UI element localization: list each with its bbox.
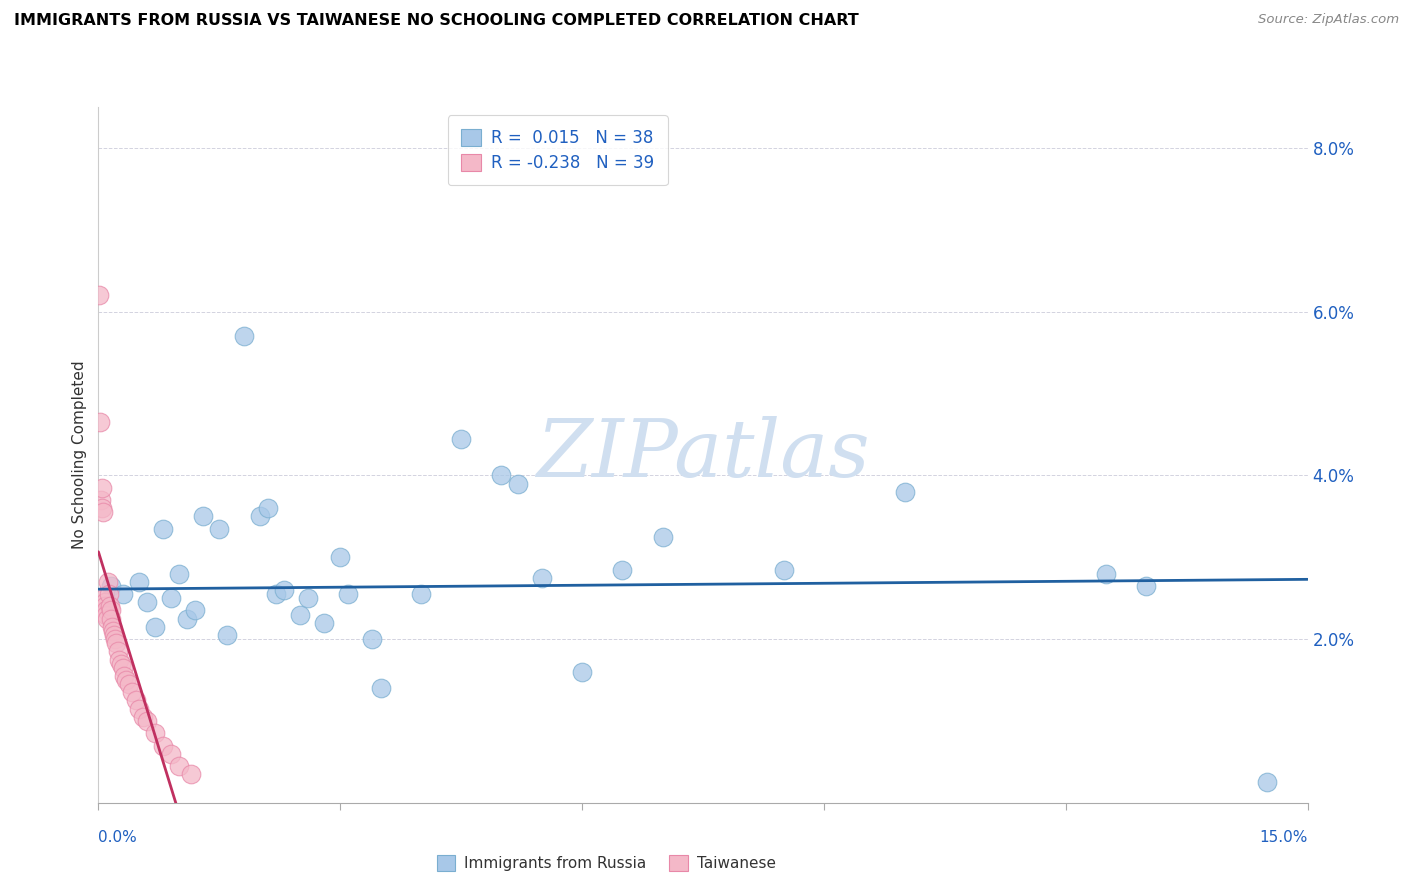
Point — [1256, 775, 1278, 789]
Point — [772, 562, 794, 576]
Point — [114, 673, 136, 687]
Point — [612, 562, 634, 576]
Point — [530, 571, 553, 585]
Point — [249, 509, 271, 524]
Point — [288, 607, 311, 622]
Y-axis label: No Schooling Completed: No Schooling Completed — [72, 360, 87, 549]
Point — [91, 501, 114, 516]
Point — [160, 591, 183, 606]
Point — [108, 652, 131, 666]
Point — [361, 632, 384, 646]
Point — [135, 595, 157, 609]
Point — [506, 476, 529, 491]
Point — [370, 681, 392, 696]
Point — [101, 624, 124, 638]
Point — [329, 550, 352, 565]
Point — [264, 587, 287, 601]
Point — [94, 595, 117, 609]
Point — [132, 710, 155, 724]
Point — [100, 579, 122, 593]
Legend: Immigrants from Russia, Taiwanese: Immigrants from Russia, Taiwanese — [429, 847, 783, 879]
Point — [232, 329, 254, 343]
Point — [93, 591, 115, 606]
Point — [96, 607, 118, 622]
Point — [1095, 566, 1118, 581]
Point — [89, 288, 111, 302]
Point — [97, 574, 120, 589]
Point — [89, 415, 111, 429]
Point — [314, 615, 336, 630]
Text: Source: ZipAtlas.com: Source: ZipAtlas.com — [1258, 13, 1399, 27]
Point — [1135, 579, 1157, 593]
Point — [98, 599, 121, 614]
Point — [111, 587, 134, 601]
Point — [101, 620, 124, 634]
Point — [176, 612, 198, 626]
Point — [160, 747, 183, 761]
Point — [94, 599, 117, 614]
Point — [297, 591, 319, 606]
Point — [167, 566, 190, 581]
Point — [217, 628, 239, 642]
Point — [135, 714, 157, 728]
Point — [124, 693, 146, 707]
Point — [121, 685, 143, 699]
Point — [90, 481, 112, 495]
Text: 0.0%: 0.0% — [98, 830, 138, 845]
Text: ZIPatlas: ZIPatlas — [536, 417, 870, 493]
Point — [893, 484, 915, 499]
Point — [571, 665, 593, 679]
Point — [105, 636, 128, 650]
Point — [128, 701, 150, 715]
Text: IMMIGRANTS FROM RUSSIA VS TAIWANESE NO SCHOOLING COMPLETED CORRELATION CHART: IMMIGRANTS FROM RUSSIA VS TAIWANESE NO S… — [14, 13, 859, 29]
Point — [152, 739, 174, 753]
Point — [152, 522, 174, 536]
Point — [208, 522, 231, 536]
Point — [111, 661, 134, 675]
Point — [651, 530, 673, 544]
Point — [100, 612, 122, 626]
Point — [100, 603, 122, 617]
Point — [94, 603, 117, 617]
Point — [103, 628, 125, 642]
Point — [112, 669, 135, 683]
Point — [193, 509, 215, 524]
Point — [450, 432, 472, 446]
Point — [184, 603, 207, 617]
Point — [143, 620, 166, 634]
Point — [167, 759, 190, 773]
Point — [90, 492, 112, 507]
Point — [256, 501, 278, 516]
Point — [107, 644, 129, 658]
Point — [91, 505, 114, 519]
Point — [180, 767, 202, 781]
Point — [118, 677, 141, 691]
Point — [128, 574, 150, 589]
Point — [337, 587, 360, 601]
Point — [110, 657, 132, 671]
Point — [97, 587, 120, 601]
Point — [491, 468, 513, 483]
Point — [143, 726, 166, 740]
Point — [103, 632, 125, 646]
Point — [409, 587, 432, 601]
Point — [273, 582, 295, 597]
Point — [96, 612, 118, 626]
Text: 15.0%: 15.0% — [1260, 830, 1308, 845]
